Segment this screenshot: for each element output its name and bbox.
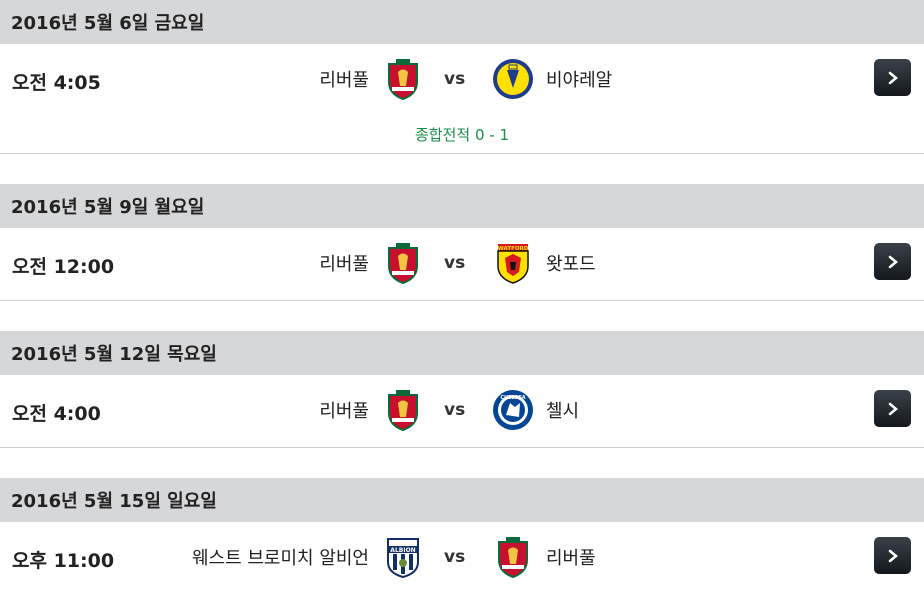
date-label: 2016년 5월 9일 월요일: [11, 197, 205, 218]
match-day-2: 2016년 5월 9일 월요일 오전 12:00 리버풀 vs WATFORD …: [0, 184, 924, 301]
date-label: 2016년 5월 6일 금요일: [11, 13, 205, 34]
date-header: 2016년 5월 15일 일요일: [0, 478, 924, 522]
match-row: 오후 11:00 웨스트 브로미치 알비언 ALBION vs 리버풀: [0, 522, 924, 593]
svg-text:ALBION: ALBION: [390, 547, 415, 554]
match-detail-button[interactable]: [874, 390, 911, 427]
away-team-name[interactable]: 첼시: [546, 401, 580, 422]
date-header: 2016년 5월 12일 목요일: [0, 331, 924, 375]
match-day-4: 2016년 5월 15일 일요일 오후 11:00 웨스트 브로미치 알비언 A…: [0, 478, 924, 593]
match-time: 오후 11:00: [12, 550, 115, 572]
home-team-name[interactable]: 리버풀: [319, 401, 369, 422]
date-label: 2016년 5월 15일 일요일: [11, 491, 217, 512]
match-time: 오전 4:05: [12, 72, 101, 94]
date-header: 2016년 5월 6일 금요일: [0, 0, 924, 44]
match-time: 오전 4:00: [12, 403, 101, 425]
head-to-head-record[interactable]: 종합전적 0 - 1: [414, 126, 509, 144]
versus-label: vs: [444, 547, 466, 567]
away-team-name[interactable]: 리버풀: [546, 548, 596, 569]
versus-label: vs: [444, 400, 466, 420]
watford-crest-icon[interactable]: WATFORD: [492, 242, 534, 284]
match-day-1: 2016년 5월 6일 금요일 오전 4:05 리버풀 vs 비야레알: [0, 0, 924, 154]
liverpool-crest-icon[interactable]: [496, 536, 530, 578]
svg-text:CHELSEA: CHELSEA: [500, 395, 525, 401]
match-detail-button[interactable]: [874, 243, 911, 280]
chelsea-crest-icon[interactable]: CHELSEA: [492, 389, 534, 431]
chevron-right-icon: [888, 402, 898, 415]
home-team-name[interactable]: 리버풀: [319, 70, 369, 91]
date-header: 2016년 5월 9일 월요일: [0, 184, 924, 228]
versus-label: vs: [444, 253, 466, 273]
match-day-3: 2016년 5월 12일 목요일 오전 4:00 리버풀 vs CHELSEA …: [0, 331, 924, 448]
chevron-right-icon: [888, 255, 898, 268]
match-detail-button[interactable]: [874, 59, 911, 96]
match-detail-button[interactable]: [874, 537, 911, 574]
match-row: 오전 4:05 리버풀 vs 비야레알 종합전적 0 - 1: [0, 44, 924, 154]
home-team-name[interactable]: 리버풀: [319, 254, 369, 275]
away-team-name[interactable]: 비야레알: [546, 70, 613, 91]
chevron-right-icon: [888, 549, 898, 562]
match-row: 오전 12:00 리버풀 vs WATFORD 왓포드: [0, 228, 924, 301]
liverpool-crest-icon[interactable]: [386, 58, 420, 100]
svg-text:WATFORD: WATFORD: [498, 246, 529, 252]
villarreal-crest-icon[interactable]: [492, 58, 534, 100]
chevron-right-icon: [888, 71, 898, 84]
match-time: 오전 12:00: [12, 256, 115, 278]
away-team-name[interactable]: 왓포드: [546, 254, 596, 275]
versus-label: vs: [444, 69, 466, 89]
liverpool-crest-icon[interactable]: [386, 242, 420, 284]
match-row: 오전 4:00 리버풀 vs CHELSEA 첼시: [0, 375, 924, 448]
home-team-name[interactable]: 웨스트 브로미치 알비언: [191, 548, 369, 569]
liverpool-crest-icon[interactable]: [386, 389, 420, 431]
west-brom-crest-icon[interactable]: ALBION: [386, 536, 420, 578]
date-label: 2016년 5월 12일 목요일: [11, 344, 217, 365]
